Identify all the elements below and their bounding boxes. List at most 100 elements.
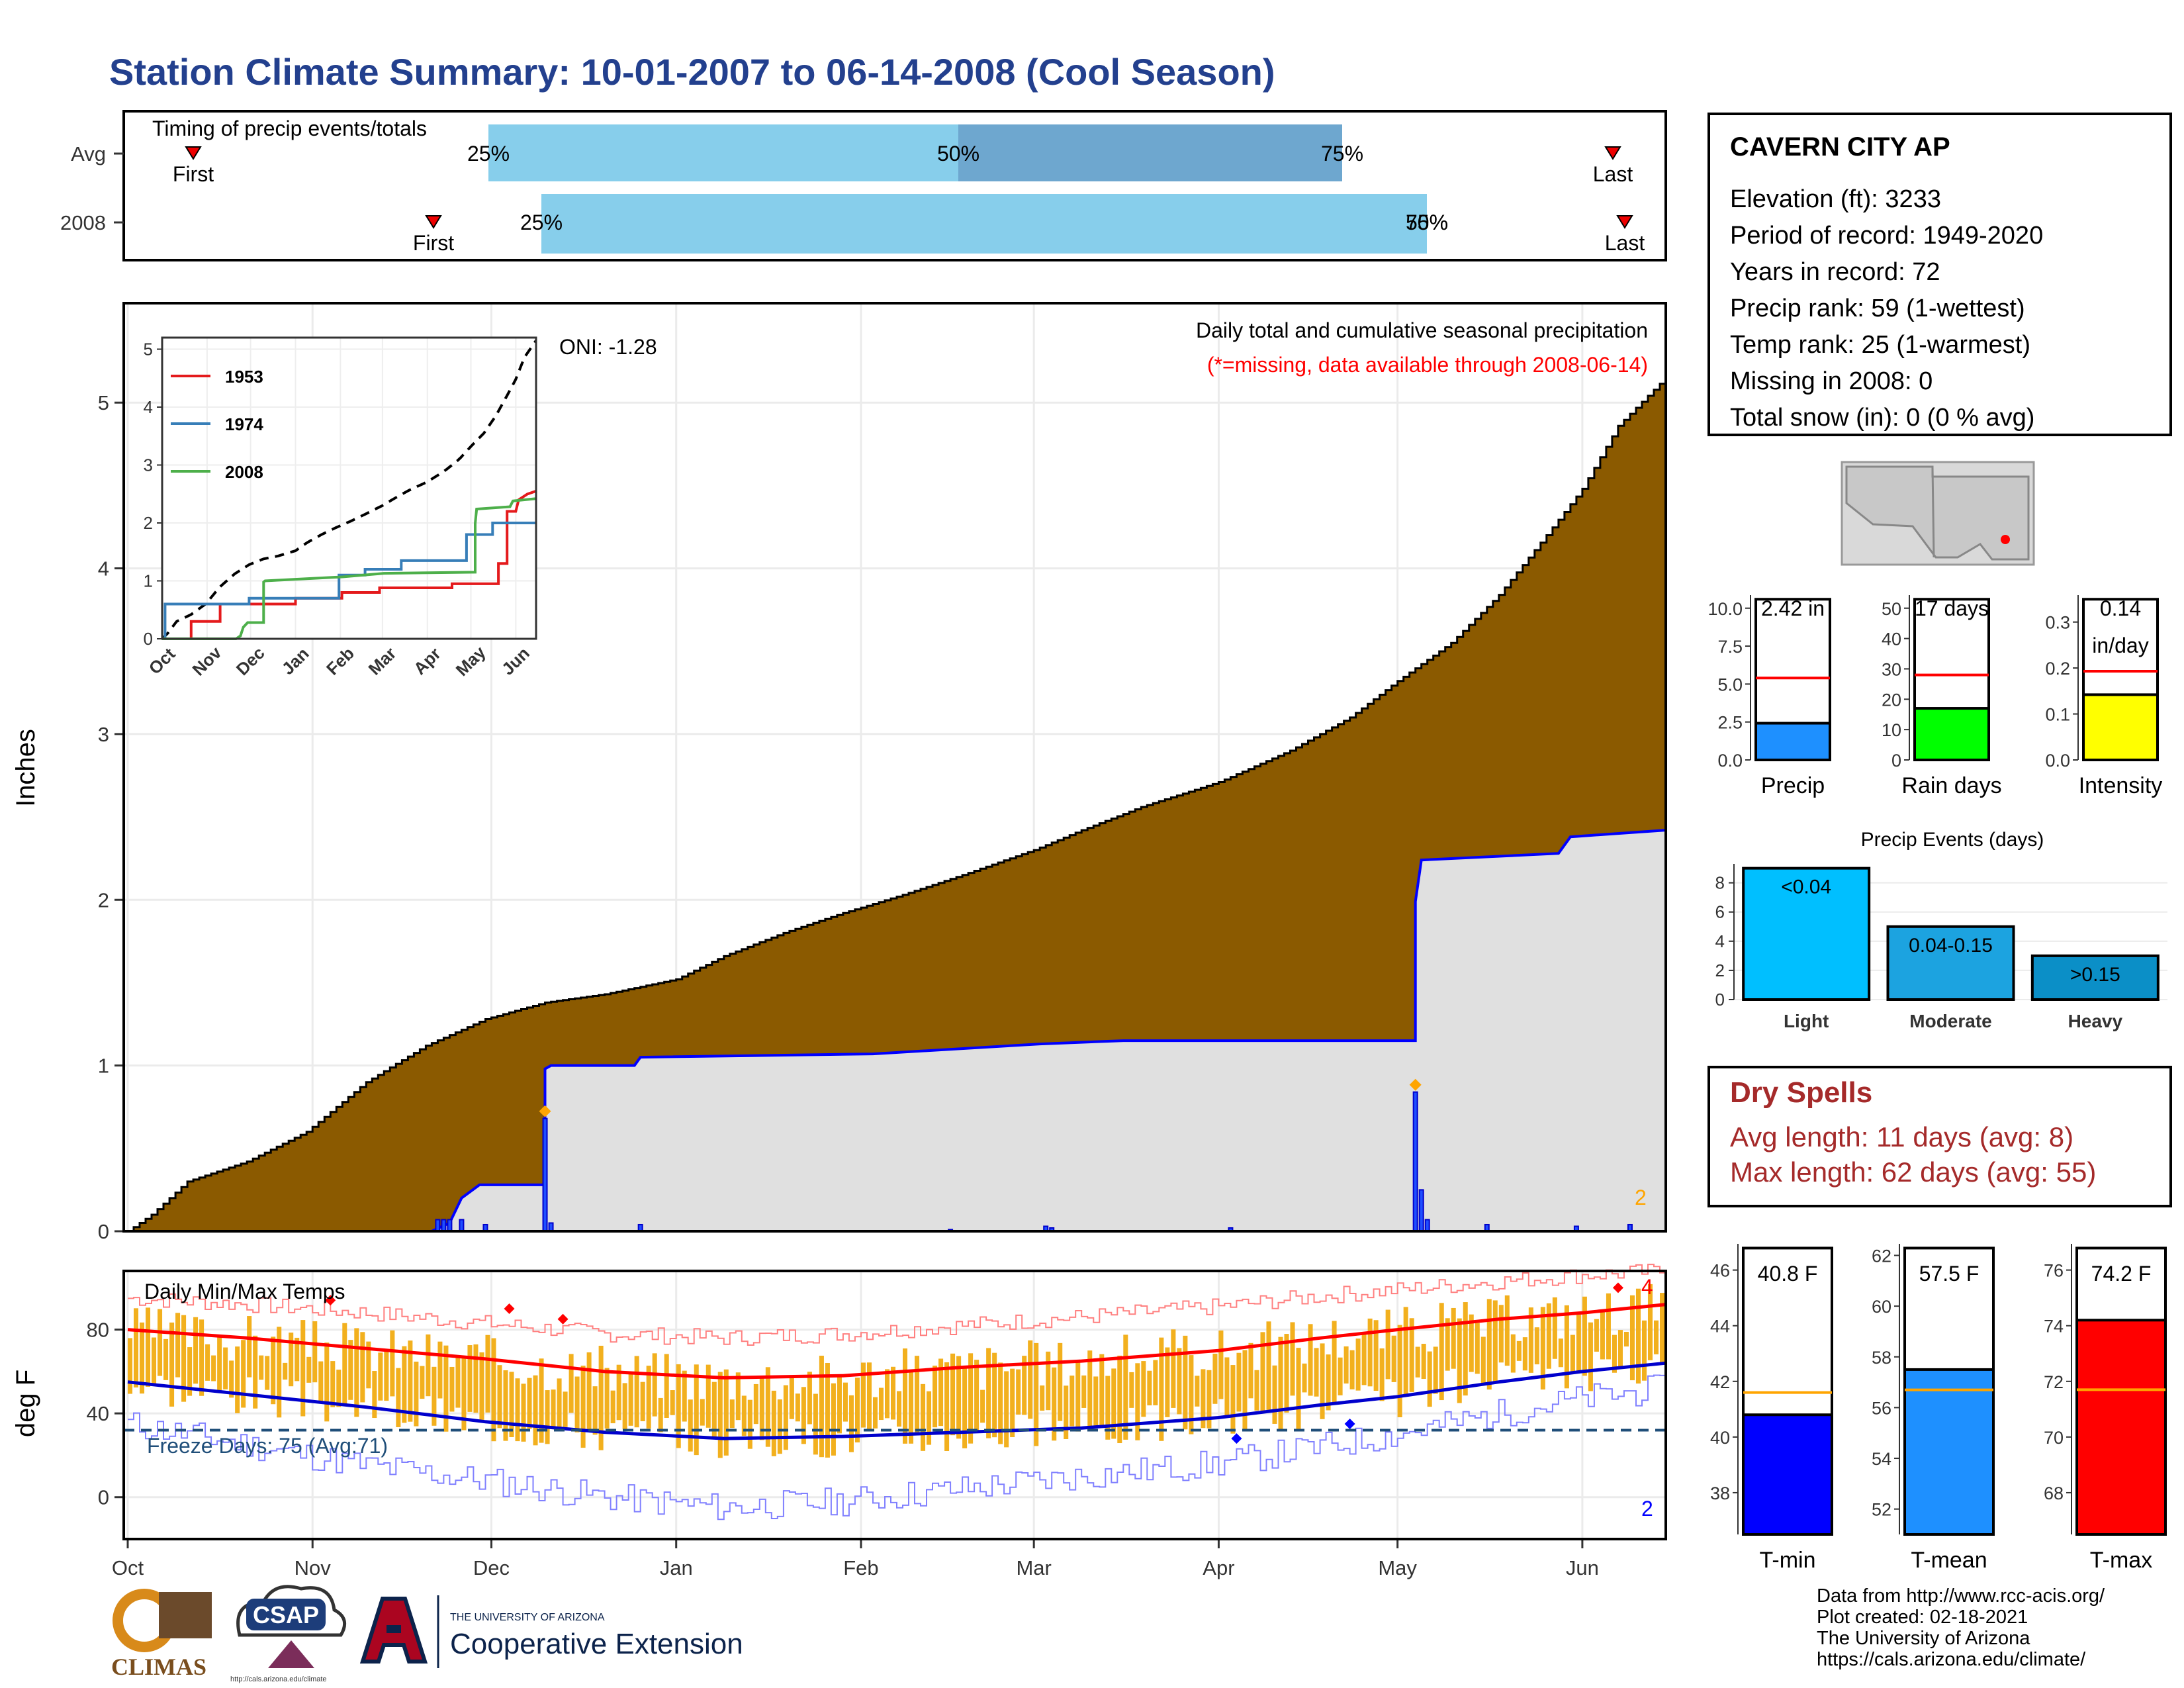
stat-value-label: 2.42 in [1761,596,1825,620]
temps-daily-bar [1302,1363,1307,1393]
temps-daily-bar [837,1375,842,1434]
temps-daily-bar [175,1313,181,1378]
temps-daily-bar [336,1370,341,1407]
precip-daily-bar [1412,1091,1418,1232]
temps-daily-bar [211,1355,216,1382]
stat-ytick-label: 0 [1891,751,1901,771]
temps-daily-bar [247,1316,252,1378]
temps-daily-bar [968,1353,974,1444]
temps-daily-bar [217,1335,222,1391]
temps-daily-bar [1641,1320,1647,1381]
temps-daily-bar [1558,1338,1563,1368]
temps-ylabel: deg F [11,1370,40,1437]
temps-daily-bar [854,1378,860,1443]
temps-daily-bar [664,1354,669,1418]
stat-ytick-label: 0.3 [2045,613,2070,633]
temps-daily-bar [1552,1297,1557,1359]
temps-daily-bar [1623,1331,1629,1347]
temps-daily-bar [992,1352,997,1438]
timing-marker-first [425,215,442,229]
temps-daily-bar [622,1383,627,1430]
temps-daily-bar [1385,1309,1390,1380]
stat-value-bar [1742,1413,1833,1536]
precip-events-panel: Precip Events (days) 0 2 4 6 8 <0.04 Light 0.04-… [1715,829,2167,1031]
temps-daily-bar [986,1348,991,1438]
precip-ylabel: Inches [11,729,40,807]
stat-value-unit: in/day [2092,633,2148,657]
temps-daily-bar [1510,1334,1516,1373]
timing-first-label: First [413,231,454,255]
temps-daily-bar [491,1338,496,1442]
temps-daily-bar [950,1353,956,1436]
timing-marker-first [185,146,202,160]
temps-daily-bar [628,1372,633,1426]
temps-daily-bar [998,1362,1003,1444]
stat-ytick-label: 44 [1710,1317,1730,1336]
temps-daily-bar [1415,1346,1420,1378]
timing-bar [541,194,1427,254]
stat-value-label: 0.14 [2100,596,2141,620]
stat-ytick-label: 10.0 [1707,599,1743,619]
temps-daily-bar [1272,1365,1277,1424]
temps-freeze-label: Freeze Days: 75 (Avg:71) [147,1434,388,1458]
temps-daily-bar [729,1399,735,1429]
events-bar-label: <0.04 [1781,876,1831,898]
inset-legend-label: 2008 [225,462,263,482]
stat-xlabel: Rain days [1901,773,2001,798]
station-snow: Total snow (in): 0 (0 % avg) [1730,404,2034,432]
temps-daily-bar [366,1341,371,1389]
temps-daily-bar [1606,1293,1611,1360]
stat-value-label: 57.5 F [1919,1262,1979,1286]
temps-daily-bar [1403,1307,1408,1395]
university-of-arizona-logo: THE UNIVERSITY OF ARIZONA Cooperative Ex… [359,1595,743,1668]
precip-season-cumulative-line [128,829,1666,1233]
temps-daily-bar [408,1340,413,1422]
temps-daily-bar [819,1356,824,1458]
temps-daily-bar [181,1315,187,1402]
csap-url: http://cals.arizona.edu/climate [230,1675,327,1683]
temps-daily-bar [759,1378,764,1440]
temps-daily-bar [580,1366,586,1448]
temps-daily-bar [324,1342,330,1422]
temps-daily-bar [437,1341,443,1399]
temps-daily-bar [1361,1333,1367,1385]
precip-frame [122,302,1667,1233]
inset-ytick-label: 5 [144,340,153,359]
ua-a-bar [387,1625,401,1633]
ua-extension-text: Cooperative Extension [450,1628,743,1660]
temps-daily-bar [1081,1375,1087,1408]
temps-daily-bar [300,1320,306,1417]
station-missing: Missing in 2008: 0 [1730,367,1933,395]
station-name: CAVERN CITY AP [1730,132,1950,162]
temps-daily-bar [277,1327,282,1418]
temps-daily-bar [372,1371,377,1419]
temps-daily-bar [1528,1307,1533,1373]
events-bar-label: 0.04-0.15 [1909,935,1993,957]
temps-daily-bar [330,1361,336,1407]
stat-xlabel: T-mean [1911,1548,1987,1573]
temps-daily-bar [1564,1305,1569,1389]
temps-daily-bar [533,1375,538,1446]
temps-daily-bar [700,1399,705,1426]
dry-spells-max: Max length: 62 days (avg: 55) [1730,1156,2096,1188]
temps-daily-bar [1111,1368,1116,1439]
temps-daily-bar [265,1356,270,1390]
dry-spells-panel: Dry Spells Avg length: 11 days (avg: 8) … [1707,1066,2172,1207]
temps-daily-bar [1064,1385,1069,1439]
precip-daily-bar [435,1219,441,1232]
temps-daily-bar [777,1399,782,1454]
temps-title: Daily Min/Max Temps [144,1280,345,1303]
events-bar [2030,954,2160,1002]
temps-daily-bar [485,1335,490,1413]
stat-ytick-label: 62 [1872,1246,1891,1266]
timing-percentile-label: 75% [1406,211,1448,234]
precip-avg-cumulative-area [128,377,1667,1233]
temps-daily-bar [1016,1369,1021,1415]
temps-daily-bar [1075,1362,1081,1432]
temps-daily-bar [318,1361,324,1403]
temps-record-low-count: 2 [1641,1497,1653,1521]
temps-daily-bar [1576,1315,1581,1374]
temps-daily-bar [962,1367,968,1448]
timing-percentile-label: 25% [467,142,510,165]
temps-daily-bar [658,1397,663,1432]
